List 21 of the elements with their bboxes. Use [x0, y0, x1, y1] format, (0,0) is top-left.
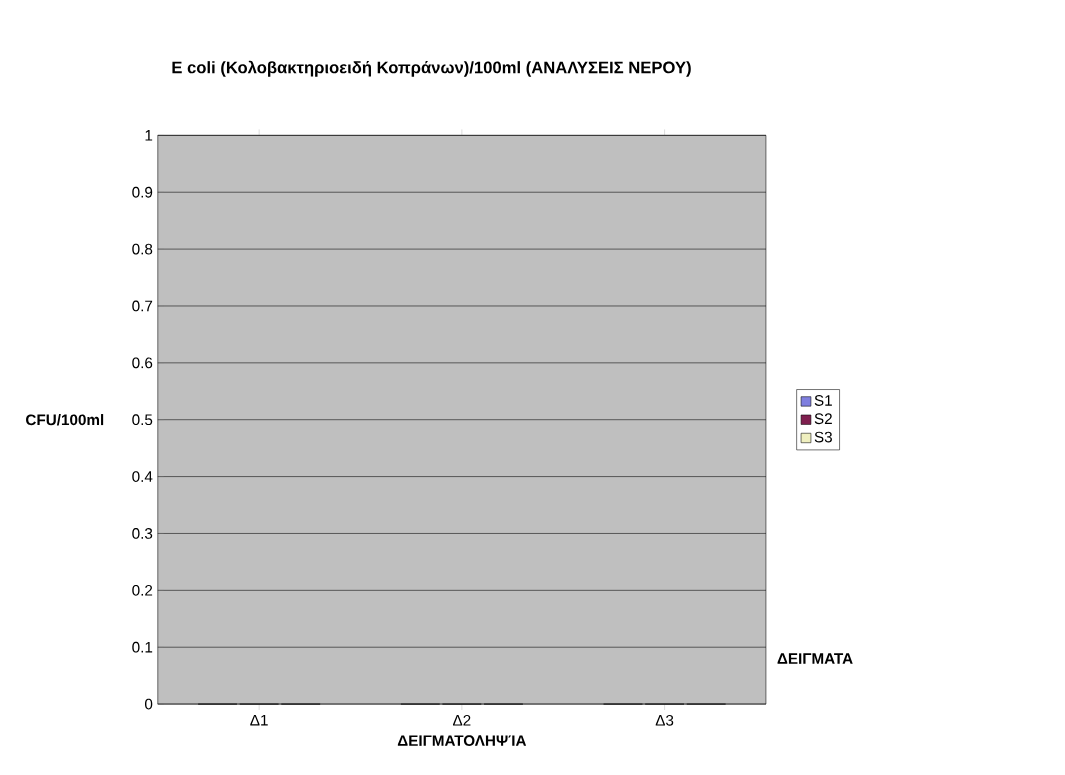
- y-tick-label: 1: [145, 130, 153, 141]
- y-tick-label: 0: [144, 698, 153, 710]
- legend-label: S1: [814, 395, 832, 406]
- text: ΔΕΙΓΜΑΤΑ: [777, 653, 853, 664]
- x-tick-label: Δ3: [655, 714, 674, 726]
- y-tick-label: 0.9: [132, 186, 153, 198]
- x-axis-title: ΔΕΙΓΜΑΤΟΛΗΨΊΑ: [397, 735, 527, 746]
- y-tick-label: 0.6: [132, 357, 153, 369]
- x-tick-label: Δ1: [250, 714, 268, 726]
- legend-label: S3: [814, 431, 832, 443]
- y-tick-label: 0.7: [132, 300, 153, 312]
- y-tick-label: 0.1: [132, 641, 153, 653]
- y-tick-label: 0.5: [132, 414, 153, 426]
- y-tick-label: 0.2: [132, 584, 153, 596]
- chart-title: E coli (Κολοβακτηριοειδή Κοπράνων)/100ml (ΑΝΑΛΥΣΕΙΣ ΝΕΡΟΥ): [172, 60, 691, 77]
- y-axis-title: CFU/100ml: [26, 414, 104, 426]
- y-tick-label: 0.4: [132, 471, 153, 482]
- x-tick-label: Δ2: [452, 714, 471, 726]
- y-tick-label: 0.8: [132, 243, 153, 255]
- legend-label: S2: [814, 413, 832, 425]
- y-tick-label: 0.3: [132, 528, 153, 539]
